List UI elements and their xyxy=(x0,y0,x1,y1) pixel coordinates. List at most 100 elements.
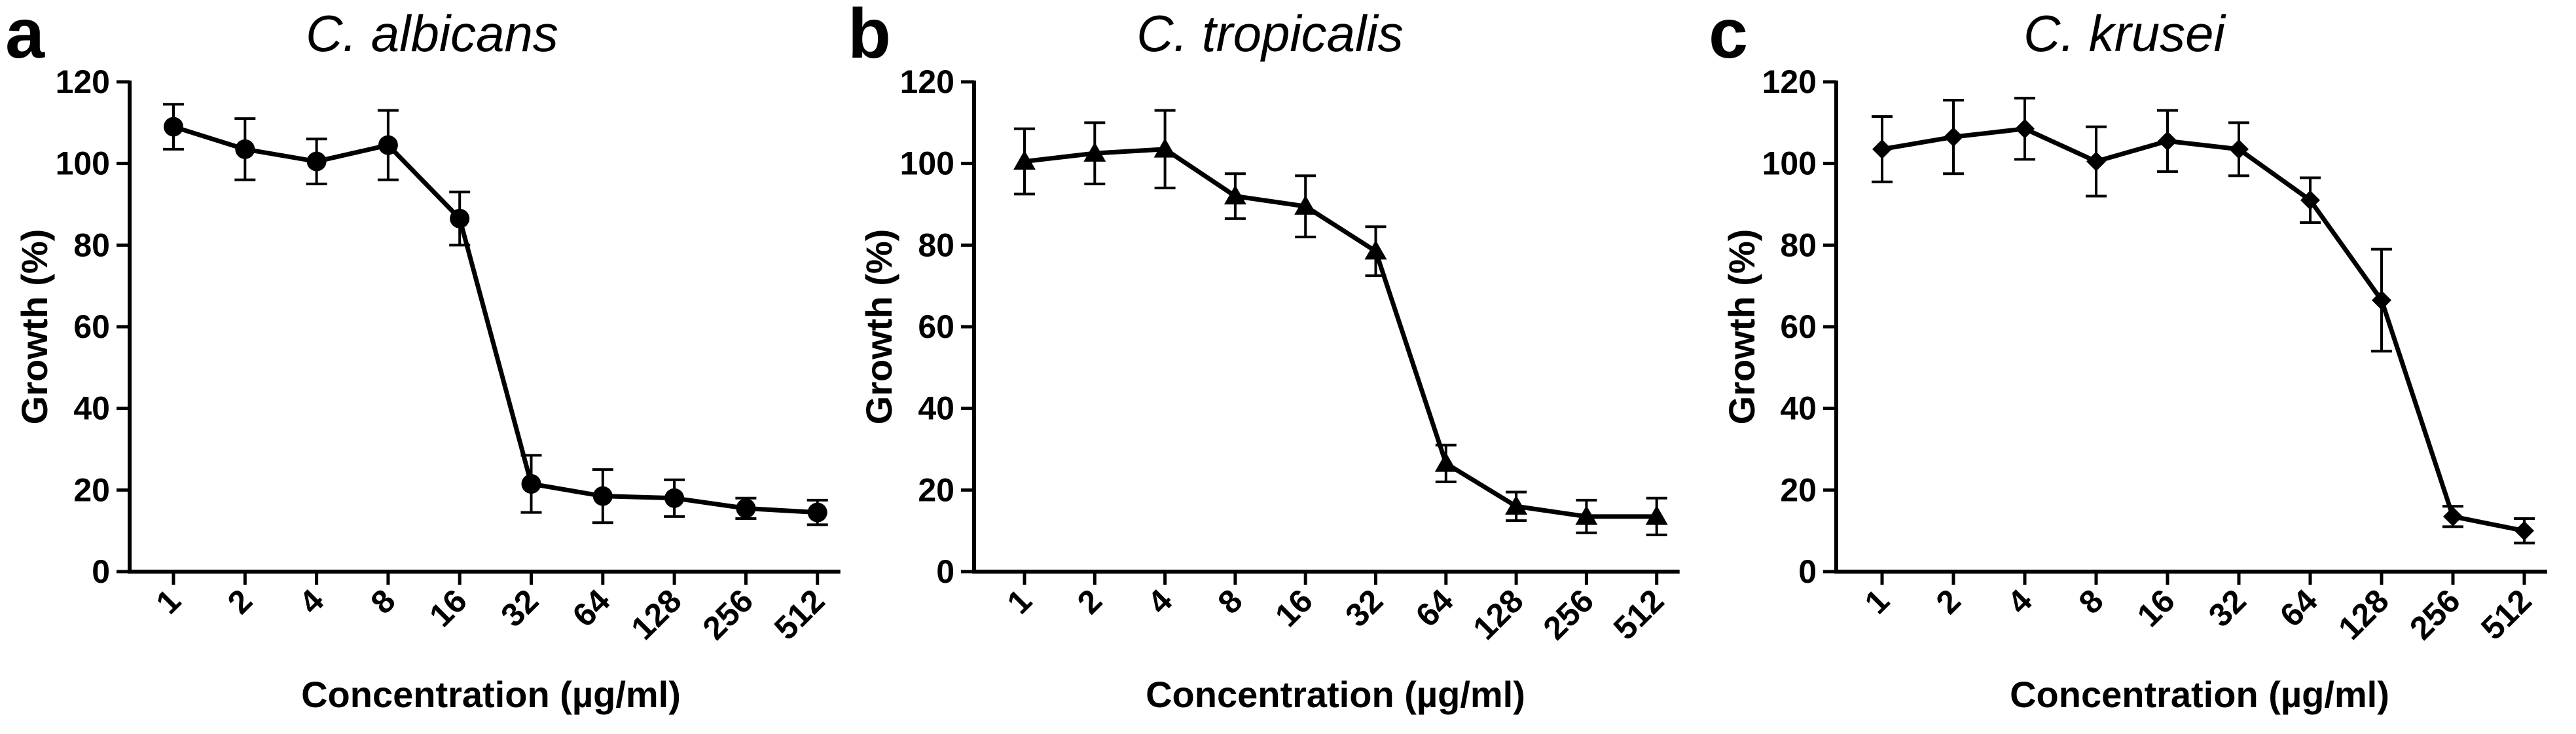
x-tick-label: 2 xyxy=(1929,582,1968,621)
data-point xyxy=(2300,190,2320,210)
panel-a: a C. albicans 0 20 40 60 80 100 120 1 2 4 8 16 32 64 128… xyxy=(5,0,841,715)
data-point xyxy=(1434,452,1457,472)
data-point xyxy=(1645,505,1668,525)
x-tick-label: 32 xyxy=(2202,582,2253,634)
x-tick-label: 32 xyxy=(1338,582,1390,634)
y-tick-label: 80 xyxy=(73,227,110,263)
x-tick-label: 8 xyxy=(1210,582,1249,621)
panel-title: C. albicans xyxy=(306,5,558,62)
x-axis-label: Concentration (µg/ml) xyxy=(301,674,681,715)
x-tick-label: 8 xyxy=(2072,582,2111,621)
x-tick-label: 64 xyxy=(1409,582,1460,634)
x-tick-label: 16 xyxy=(1268,582,1320,634)
data-point xyxy=(1153,138,1176,158)
y-tick-label: 60 xyxy=(918,308,954,345)
y-tick-label: 120 xyxy=(900,64,954,100)
x-tick-label: 128 xyxy=(2331,582,2396,647)
x-tick-label: 256 xyxy=(2403,582,2467,647)
data-point xyxy=(2015,119,2035,139)
panel-c: c C. krusei 0 20 40 60 80 100 120 1 2 4 8 16 32 64 128 25… xyxy=(1709,0,2547,715)
y-tick-label: 80 xyxy=(918,227,954,263)
x-tick-label: 512 xyxy=(2474,582,2539,647)
y-tick-label: 60 xyxy=(1780,308,1817,345)
x-tick-label: 4 xyxy=(292,582,331,621)
x-tick-label: 512 xyxy=(1606,582,1671,647)
y-tick-label: 20 xyxy=(918,471,954,508)
data-point xyxy=(1083,142,1106,162)
data-point xyxy=(1013,150,1036,170)
y-tick-label: 80 xyxy=(1780,227,1817,263)
x-tick-label: 64 xyxy=(2273,582,2325,634)
panel-title: C. tropicalis xyxy=(1136,5,1403,62)
x-tick-label: 1 xyxy=(1000,582,1039,621)
panel-title: C. krusei xyxy=(2023,5,2226,62)
y-tick-label: 0 xyxy=(936,553,954,590)
x-tick-label: 1 xyxy=(1858,582,1896,621)
data-point xyxy=(1575,505,1598,525)
data-point xyxy=(736,498,756,519)
y-tick-label: 40 xyxy=(918,390,954,427)
x-tick-label: 1 xyxy=(149,582,188,621)
y-tick-label: 0 xyxy=(92,553,110,590)
x-tick-label: 256 xyxy=(1536,582,1601,647)
data-point xyxy=(2372,290,2391,310)
x-tick-label: 4 xyxy=(2001,582,2039,621)
data-point xyxy=(1224,185,1246,205)
series-line xyxy=(1024,147,1657,519)
x-tick-label: 512 xyxy=(767,582,832,647)
x-tick-label: 16 xyxy=(422,582,474,634)
series-line xyxy=(172,124,818,515)
y-tick-label: 100 xyxy=(1762,145,1817,182)
data-point xyxy=(1872,139,1892,159)
panel-b: b C. tropicalis 0 20 40 60 80 100 120 1 2 4 8 16 32 64 1… xyxy=(848,0,1680,715)
data-point xyxy=(521,473,541,494)
data-point xyxy=(664,488,685,508)
x-tick-label: 8 xyxy=(363,582,402,621)
data-point xyxy=(1505,495,1528,515)
x-axis-label: Concentration (µg/ml) xyxy=(2010,674,2389,715)
panel-letter: a xyxy=(5,0,45,73)
y-tick-label: 120 xyxy=(56,64,110,100)
y-tick-label: 100 xyxy=(900,145,954,182)
x-tick-label: 256 xyxy=(696,582,761,647)
x-tick-label: 2 xyxy=(1070,582,1109,621)
data-point xyxy=(450,208,470,229)
y-tick-label: 40 xyxy=(73,390,110,427)
data-point xyxy=(2229,139,2249,159)
data-point xyxy=(2443,506,2463,526)
x-tick-label: 16 xyxy=(2130,582,2182,634)
panel-letter: b xyxy=(848,0,891,73)
data-point xyxy=(235,139,255,159)
y-tick-label: 120 xyxy=(1762,64,1817,100)
y-axis-label: Growth (%) xyxy=(858,229,899,425)
x-tick-label: 4 xyxy=(1140,582,1179,621)
y-axis-label: Growth (%) xyxy=(14,229,55,425)
x-tick-label: 32 xyxy=(494,582,545,634)
data-point xyxy=(306,151,327,172)
y-tick-label: 20 xyxy=(73,471,110,508)
data-point xyxy=(592,486,613,506)
x-tick-label: 64 xyxy=(566,582,617,634)
y-tick-label: 0 xyxy=(1798,553,1817,590)
data-point xyxy=(2514,521,2534,541)
data-point xyxy=(1944,127,1963,147)
series-line xyxy=(1881,126,2525,534)
y-axis-label: Growth (%) xyxy=(1721,229,1762,425)
data-point xyxy=(378,135,398,155)
x-axis-label: Concentration (µg/ml) xyxy=(1146,674,1525,715)
x-tick-label: 128 xyxy=(624,582,689,647)
x-tick-label: 2 xyxy=(221,582,259,621)
data-point xyxy=(164,117,183,137)
data-point xyxy=(2086,151,2106,172)
data-point xyxy=(2158,131,2177,151)
data-point xyxy=(807,502,827,523)
data-point xyxy=(1364,240,1387,260)
y-tick-label: 60 xyxy=(73,308,110,345)
data-point xyxy=(1294,195,1317,215)
x-tick-label: 128 xyxy=(1466,582,1531,647)
panel-letter: c xyxy=(1709,0,1748,73)
y-tick-label: 20 xyxy=(1780,471,1817,508)
y-tick-label: 40 xyxy=(1780,390,1817,427)
y-tick-label: 100 xyxy=(56,145,110,182)
